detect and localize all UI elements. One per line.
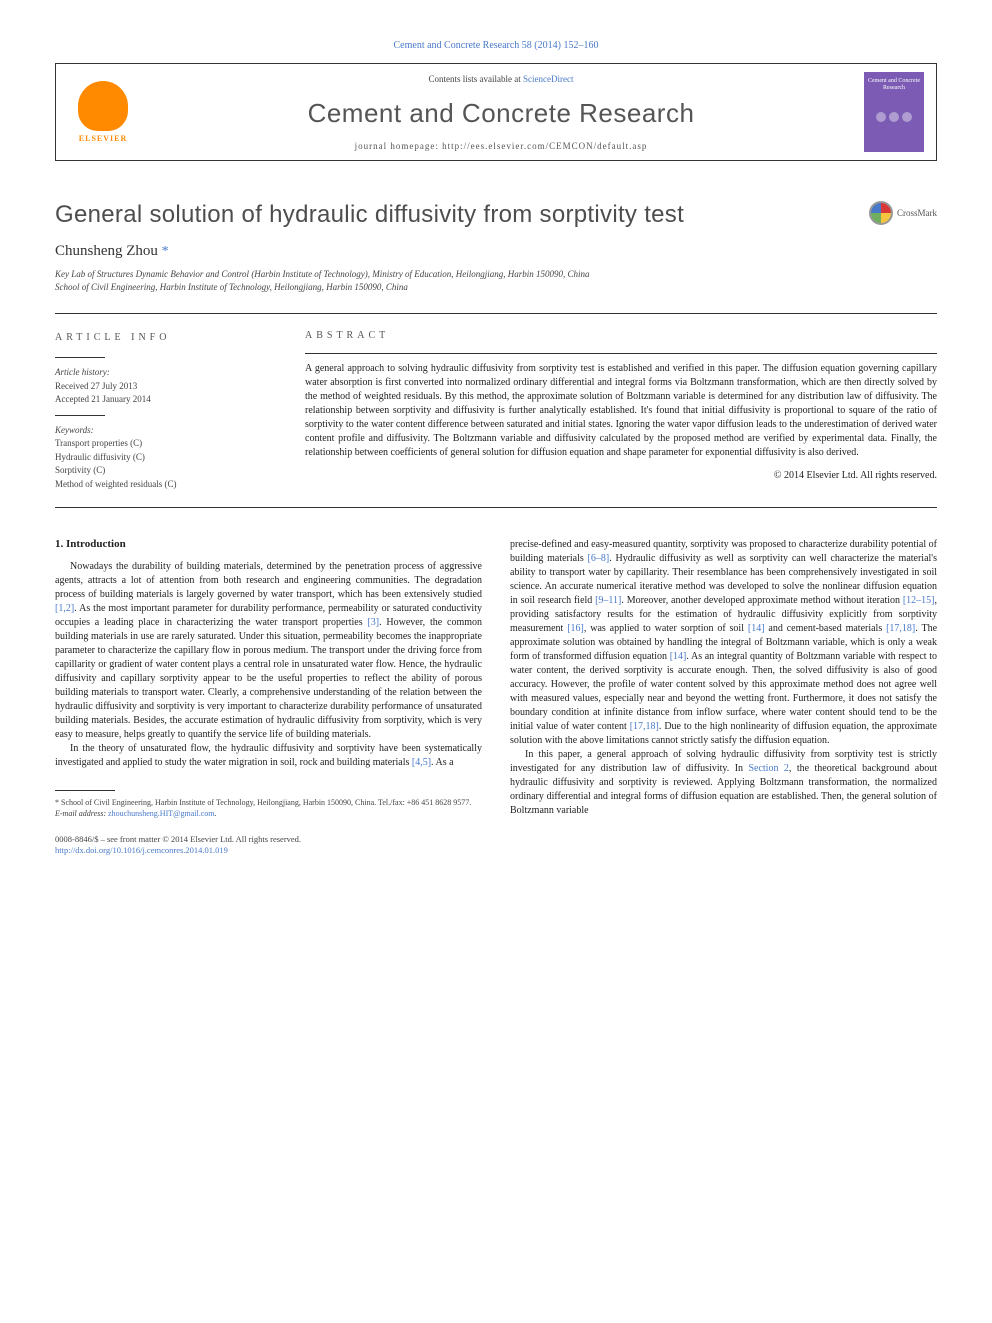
article-info-heading: article info bbox=[55, 330, 275, 345]
ref-link[interactable]: [4,5] bbox=[412, 757, 431, 768]
body-paragraph: In the theory of unsaturated flow, the h… bbox=[55, 742, 482, 770]
email-suffix: . bbox=[214, 809, 216, 818]
email-footnote: E-mail address: zhouchunsheng.HIT@gmail.… bbox=[55, 808, 482, 819]
body-paragraph: In this paper, a general approach of sol… bbox=[510, 748, 937, 818]
abstract-copyright: © 2014 Elsevier Ltd. All rights reserved… bbox=[305, 470, 937, 481]
email-label: E-mail address: bbox=[55, 809, 108, 818]
issn-copyright: 0008-8846/$ – see front matter © 2014 El… bbox=[55, 834, 482, 846]
affiliations: Key Lab of Structures Dynamic Behavior a… bbox=[55, 268, 937, 293]
crossmark-label: CrossMark bbox=[897, 208, 937, 218]
journal-cover-thumbnail: Cement and Concrete Research bbox=[864, 72, 924, 152]
keywords-label: Keywords: bbox=[55, 424, 275, 438]
section-ref-link[interactable]: Section 2 bbox=[748, 763, 788, 774]
homepage-prefix: journal homepage: bbox=[355, 141, 442, 151]
accepted-date: Accepted 21 January 2014 bbox=[55, 393, 275, 407]
ref-link[interactable]: [14] bbox=[748, 623, 765, 634]
affiliation-1: Key Lab of Structures Dynamic Behavior a… bbox=[55, 268, 937, 281]
ref-link[interactable]: [14] bbox=[670, 651, 687, 662]
article-title: General solution of hydraulic diffusivit… bbox=[55, 201, 684, 229]
running-citation: Cement and Concrete Research 58 (2014) 1… bbox=[55, 40, 937, 51]
body-column-left: 1. Introduction Nowadays the durability … bbox=[55, 538, 482, 857]
abstract-column: abstract A general approach to solving h… bbox=[305, 330, 937, 491]
journal-homepage-line: journal homepage: http://ees.elsevier.co… bbox=[150, 141, 852, 151]
author-text: Chunsheng Zhou bbox=[55, 243, 158, 259]
ref-link[interactable]: [1,2] bbox=[55, 603, 74, 614]
ref-link[interactable]: [12–15] bbox=[903, 595, 935, 606]
info-divider bbox=[55, 357, 105, 358]
ref-link[interactable]: [17,18] bbox=[630, 721, 659, 732]
body-paragraph: Nowadays the durability of building mate… bbox=[55, 560, 482, 742]
affiliation-2: School of Civil Engineering, Harbin Inst… bbox=[55, 281, 937, 294]
footnote-divider bbox=[55, 790, 115, 791]
article-history-label: Article history: bbox=[55, 366, 275, 380]
body-column-right: precise-defined and easy-measured quanti… bbox=[510, 538, 937, 857]
contents-lists-line: Contents lists available at ScienceDirec… bbox=[150, 74, 852, 84]
abstract-text: A general approach to solving hydraulic … bbox=[305, 362, 937, 460]
crossmark-badge[interactable]: CrossMark bbox=[869, 201, 937, 225]
divider bbox=[55, 507, 937, 508]
ref-link[interactable]: [17,18] bbox=[886, 623, 915, 634]
journal-masthead: ELSEVIER Contents lists available at Sci… bbox=[55, 63, 937, 161]
elsevier-logo: ELSEVIER bbox=[68, 72, 138, 152]
info-divider bbox=[55, 415, 105, 416]
doi-link[interactable]: http://dx.doi.org/10.1016/j.cemconres.20… bbox=[55, 845, 228, 855]
abstract-divider bbox=[305, 353, 937, 354]
keyword-item: Sorptivity (C) bbox=[55, 464, 275, 478]
section-heading-introduction: 1. Introduction bbox=[55, 538, 482, 550]
elsevier-wordmark: ELSEVIER bbox=[79, 134, 127, 143]
author-name: Chunsheng Zhou * bbox=[55, 243, 937, 260]
keyword-item: Method of weighted residuals (C) bbox=[55, 478, 275, 492]
article-info-column: article info Article history: Received 2… bbox=[55, 330, 275, 491]
keyword-item: Transport properties (C) bbox=[55, 437, 275, 451]
corresponding-author-footnote: * School of Civil Engineering, Harbin In… bbox=[55, 797, 482, 808]
contents-prefix: Contents lists available at bbox=[429, 74, 523, 84]
keyword-item: Hydraulic diffusivity (C) bbox=[55, 451, 275, 465]
received-date: Received 27 July 2013 bbox=[55, 380, 275, 394]
abstract-heading: abstract bbox=[305, 330, 937, 341]
footer-block: 0008-8846/$ – see front matter © 2014 El… bbox=[55, 834, 482, 858]
elsevier-tree-icon bbox=[78, 81, 128, 131]
corresponding-author-mark: * bbox=[162, 244, 169, 259]
ref-link[interactable]: [3] bbox=[367, 617, 379, 628]
journal-name: Cement and Concrete Research bbox=[150, 98, 852, 129]
body-paragraph: precise-defined and easy-measured quanti… bbox=[510, 538, 937, 748]
crossmark-icon bbox=[869, 201, 893, 225]
cover-circles-icon bbox=[876, 112, 912, 122]
homepage-url: http://ees.elsevier.com/CEMCON/default.a… bbox=[442, 141, 647, 151]
ref-link[interactable]: [9–11] bbox=[595, 595, 621, 606]
author-email-link[interactable]: zhouchunsheng.HIT@gmail.com bbox=[108, 809, 214, 818]
cover-text: Cement and Concrete Research bbox=[864, 78, 924, 92]
sciencedirect-link[interactable]: ScienceDirect bbox=[523, 74, 573, 84]
ref-link[interactable]: [6–8] bbox=[588, 553, 610, 564]
ref-link[interactable]: [16] bbox=[567, 623, 584, 634]
